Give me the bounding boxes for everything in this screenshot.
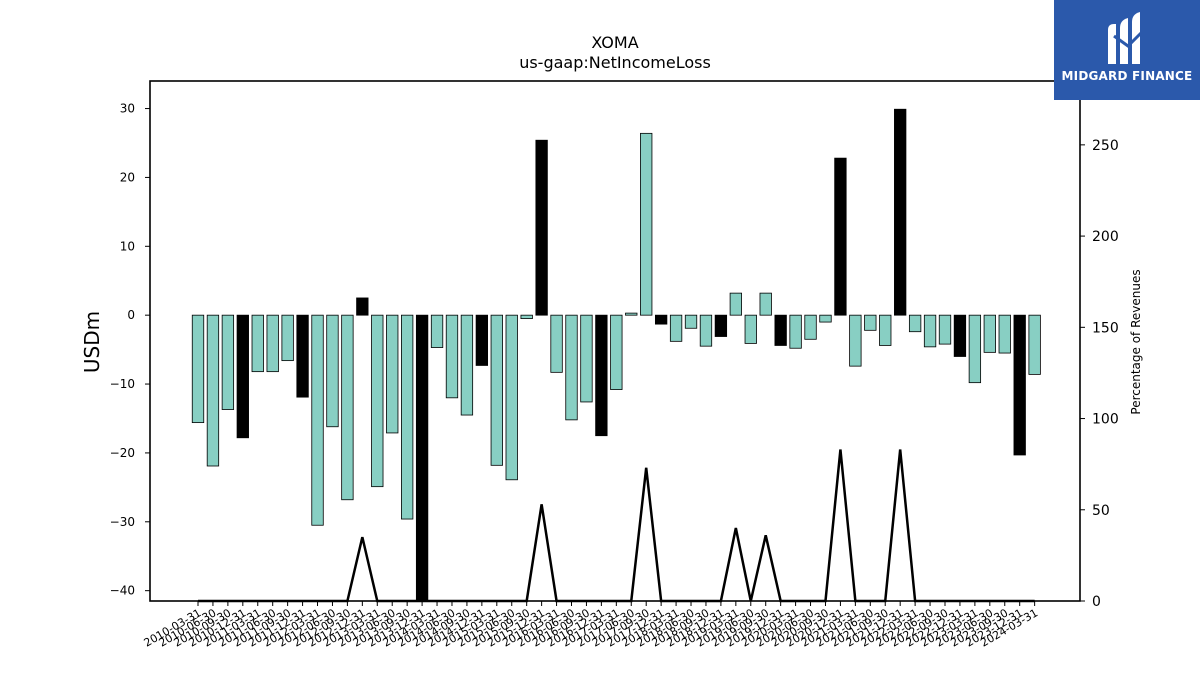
axes-frame: [149, 80, 1081, 602]
bar-2013-09-30: [401, 314, 414, 520]
bar-2017-03-31: [610, 314, 623, 390]
bar-2020-06-30: [804, 314, 817, 340]
bar-2019-06-30: [744, 314, 757, 344]
y-tick-label: 10: [120, 239, 135, 253]
y2-tick-label: 50: [1092, 503, 1110, 519]
bar-2014-09-30: [460, 314, 474, 416]
bar-2017-06-30: [625, 312, 638, 316]
bar-2014-06-30: [445, 314, 459, 399]
bar-2021-12-31: [894, 108, 907, 316]
bar-2019-03-31: [729, 292, 742, 316]
bar-2020-12-31: [834, 157, 847, 316]
bar-series: [191, 108, 1041, 601]
bar-2011-12-31: [296, 314, 309, 398]
bar-2016-03-31: [550, 314, 563, 373]
bar-2012-03-31: [311, 314, 324, 526]
bar-2013-12-31: [415, 314, 429, 601]
bar-2021-03-31: [849, 314, 862, 367]
bar-2020-09-30: [819, 314, 832, 323]
y-tick-label: −40: [110, 584, 135, 598]
bar-2011-03-31: [251, 314, 264, 373]
bar-2016-12-31: [595, 314, 608, 437]
bar-2020-03-31: [789, 314, 802, 349]
bar-2019-12-31: [774, 314, 787, 346]
bar-2015-06-30: [505, 314, 518, 481]
bar-2018-09-30: [699, 314, 713, 347]
bar-2010-03-31: [191, 314, 205, 424]
chart-subtitle: us-gaap:NetIncomeLoss: [519, 53, 711, 72]
bar-2023-12-31: [1013, 314, 1026, 456]
bar-2022-12-31: [953, 314, 967, 357]
bar-2015-03-31: [490, 314, 503, 466]
y-tick-label: 20: [120, 170, 135, 184]
bar-2016-09-30: [580, 314, 593, 403]
bar-2017-09-30: [640, 132, 653, 316]
bar-2018-12-31: [714, 314, 728, 337]
bar-2013-06-30: [386, 314, 399, 434]
bar-2011-09-30: [281, 314, 294, 362]
y-tick-label: 30: [120, 102, 135, 116]
bar-2017-12-31: [654, 314, 668, 325]
bar-2014-03-31: [430, 314, 444, 348]
brand-logo: MIDGARD FINANCE: [1054, 0, 1200, 100]
bar-2015-09-30: [520, 314, 533, 320]
y-tick-label: 0: [127, 308, 135, 322]
chart-title: XOMA: [591, 33, 638, 52]
bar-2010-09-30: [221, 314, 235, 410]
bar-2022-09-30: [938, 314, 952, 345]
bar-2010-06-30: [206, 314, 220, 467]
y-tick-label: −30: [110, 515, 135, 529]
brand-logo-text: MIDGARD FINANCE: [1061, 69, 1193, 83]
bar-2019-09-30: [759, 292, 772, 316]
y2-tick-label: 200: [1092, 229, 1119, 245]
bar-2023-09-30: [998, 314, 1011, 354]
y2-axis-label: Percentage of Revenues: [1129, 269, 1143, 414]
plot-border: [149, 80, 1081, 602]
bar-2012-06-30: [326, 314, 339, 428]
bar-2023-06-30: [983, 314, 996, 353]
bar-2011-06-30: [266, 314, 279, 373]
y2-tick-label: 100: [1092, 412, 1119, 428]
y-tick-label: −20: [110, 446, 135, 460]
y2-axis-ticks: 250 200 150 100 50 0: [1080, 138, 1119, 610]
y2-tick-label: 150: [1092, 320, 1119, 336]
bar-2018-03-31: [669, 314, 683, 342]
bar-2013-03-31: [371, 314, 384, 488]
bar-2023-03-31: [968, 314, 982, 384]
bar-2015-12-31: [535, 139, 548, 316]
y2-tick-label: 0: [1092, 594, 1101, 610]
bar-2022-03-31: [908, 314, 922, 333]
bar-2012-09-30: [341, 314, 354, 501]
y-axis-ticks: 30 20 10 0 −10 −20 −30 −40: [110, 102, 150, 598]
bar-2022-06-30: [923, 314, 937, 348]
bar-2010-12-31: [236, 314, 249, 439]
bar-2016-06-30: [565, 314, 578, 421]
bar-2018-06-30: [684, 314, 698, 329]
y2-tick-label: 250: [1092, 138, 1119, 154]
midgard-m-logo-icon: [1108, 12, 1144, 64]
y-axis-label: USDm: [80, 311, 104, 373]
bar-2024-03-31: [1028, 314, 1041, 375]
x-axis-ticks: 2010-03-312010-06-302010-09-302010-12-31…: [142, 601, 1040, 650]
bar-2021-06-30: [864, 314, 877, 331]
bar-2014-12-31: [475, 314, 489, 366]
bar-2012-12-31: [356, 297, 369, 316]
bar-2021-09-30: [879, 314, 892, 346]
y-tick-label: −10: [110, 377, 135, 391]
